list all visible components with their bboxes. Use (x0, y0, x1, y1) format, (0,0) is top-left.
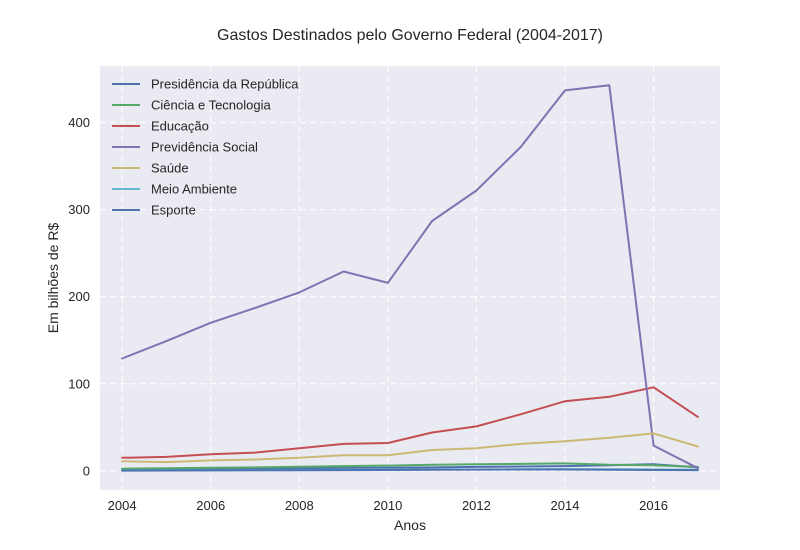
legend-label: Educação (151, 119, 209, 134)
series-line-2 (121, 386, 699, 459)
legend-label: Esporte (151, 203, 196, 218)
x-tick-label: 2006 (196, 498, 225, 513)
series-line-3 (121, 84, 699, 470)
y-axis-label: Em bilhões de R$ (45, 223, 61, 334)
series-line-1 (121, 462, 699, 470)
series-line-6 (121, 468, 699, 472)
x-tick-label: 2008 (285, 498, 314, 513)
legend-label: Presidência da República (151, 77, 299, 92)
legend: Presidência da República Ciência e Tecnol… (112, 77, 299, 218)
chart-title: Gastos Destinados pelo Governo Federal (… (217, 27, 603, 44)
y-tick-label: 100 (68, 376, 90, 391)
series-lines (121, 84, 699, 472)
y-tick-label: 0 (83, 463, 90, 478)
x-tick-label: 2014 (551, 498, 580, 513)
y-tick-label: 400 (68, 115, 90, 130)
legend-label: Saúde (151, 161, 189, 176)
y-axis-ticks: 0 100 200 300 400 (68, 115, 90, 478)
legend-label: Ciência e Tecnologia (151, 98, 271, 113)
x-tick-label: 2016 (639, 498, 668, 513)
x-tick-label: 2012 (462, 498, 491, 513)
series-line-4 (121, 432, 699, 464)
plot-area (100, 66, 720, 490)
y-tick-label: 300 (68, 202, 90, 217)
x-axis-ticks: 2004 2006 2008 2010 2012 2014 2016 (108, 498, 668, 513)
legend-label: Previdência Social (151, 140, 258, 155)
x-tick-label: 2004 (108, 498, 137, 513)
legend-label: Meio Ambiente (151, 182, 237, 197)
x-tick-label: 2010 (373, 498, 402, 513)
x-axis-label: Anos (394, 517, 426, 533)
y-tick-label: 200 (68, 289, 90, 304)
